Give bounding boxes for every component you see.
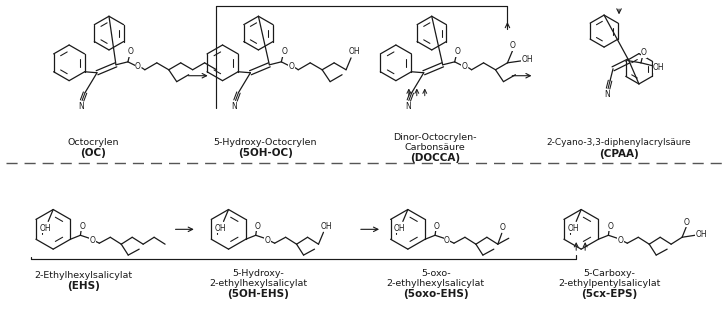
Text: O: O: [641, 48, 647, 57]
Text: N: N: [78, 102, 84, 111]
Text: (OC): (OC): [80, 148, 106, 158]
Text: O: O: [607, 222, 613, 231]
Text: 2-ethylhexylsalicylat: 2-ethylhexylsalicylat: [387, 279, 485, 288]
Text: 5-oxo-: 5-oxo-: [421, 269, 451, 278]
Text: O: O: [444, 236, 450, 245]
Text: 2-ethylhexylsalicylat: 2-ethylhexylsalicylat: [210, 279, 307, 288]
Text: OH: OH: [695, 230, 707, 239]
Text: (5cx-EPS): (5cx-EPS): [581, 289, 637, 299]
Text: OH: OH: [521, 55, 533, 64]
Text: 5-Hydroxy-: 5-Hydroxy-: [232, 269, 284, 278]
Text: OH: OH: [348, 47, 360, 56]
Text: (CPAA): (CPAA): [599, 149, 639, 159]
Text: 5-Hydroxy-Octocrylen: 5-Hydroxy-Octocrylen: [213, 138, 317, 147]
Text: O: O: [455, 47, 461, 56]
Text: (5OH-OC): (5OH-OC): [238, 148, 293, 158]
Text: O: O: [500, 223, 506, 232]
Text: OH: OH: [653, 63, 665, 72]
Text: O: O: [288, 62, 294, 71]
Text: N: N: [604, 90, 610, 99]
Text: OH: OH: [567, 224, 579, 233]
Text: Carbonsäure: Carbonsäure: [404, 143, 465, 152]
Text: OH: OH: [320, 222, 332, 231]
Text: O: O: [79, 222, 85, 231]
Text: 5-Carboxy-: 5-Carboxy-: [583, 269, 635, 278]
Text: N: N: [405, 102, 411, 111]
Text: OH: OH: [39, 224, 51, 233]
Text: O: O: [128, 47, 134, 56]
Text: 2-ethylpentylsalicylat: 2-ethylpentylsalicylat: [558, 279, 660, 288]
Text: O: O: [462, 62, 467, 71]
Text: (5OH-EHS): (5OH-EHS): [227, 289, 289, 299]
Text: O: O: [683, 218, 689, 227]
Text: 2-Cyano-3,3-diphenylacrylsäure: 2-Cyano-3,3-diphenylacrylsäure: [547, 138, 692, 147]
Text: N: N: [232, 102, 237, 111]
Text: O: O: [90, 236, 95, 245]
Text: 2-Ethylhexylsalicylat: 2-Ethylhexylsalicylat: [34, 271, 132, 280]
Text: O: O: [617, 236, 623, 245]
Text: (EHS): (EHS): [67, 281, 100, 291]
Text: O: O: [135, 62, 141, 71]
Text: Octocrylen: Octocrylen: [67, 138, 119, 147]
Text: O: O: [510, 42, 515, 51]
Text: O: O: [434, 222, 440, 231]
Text: O: O: [265, 236, 271, 245]
Text: O: O: [281, 47, 288, 56]
Text: (5oxo-EHS): (5oxo-EHS): [403, 289, 469, 299]
Text: (DOCCA): (DOCCA): [410, 153, 460, 163]
Text: O: O: [255, 222, 261, 231]
Text: OH: OH: [215, 224, 226, 233]
Text: Dinor-Octocrylen-: Dinor-Octocrylen-: [393, 133, 477, 142]
Text: OH: OH: [394, 224, 405, 233]
